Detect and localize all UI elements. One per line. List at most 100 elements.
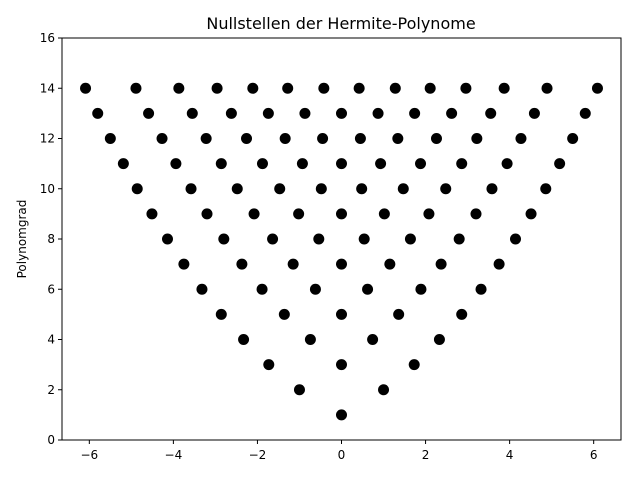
data-point [375, 158, 387, 170]
x-tick-label: −2 [249, 448, 267, 462]
data-point [501, 158, 513, 170]
data-point [336, 258, 347, 270]
data-point [143, 107, 155, 119]
data-point [186, 107, 198, 119]
data-point [262, 107, 274, 119]
y-tick-label: 16 [40, 31, 55, 45]
data-point [367, 334, 379, 345]
data-point [378, 384, 390, 396]
data-point [318, 82, 330, 94]
y-tick-label: 10 [40, 182, 55, 196]
data-point [408, 359, 420, 371]
data-point [296, 158, 308, 170]
data-point [336, 158, 347, 170]
data-point [397, 183, 409, 195]
data-point [279, 133, 291, 144]
data-point [299, 107, 311, 119]
data-point [393, 308, 405, 320]
data-point [528, 107, 540, 119]
chart-title: Nullstellen der Hermite-Polynome [206, 14, 475, 33]
data-point [248, 208, 260, 220]
data-point [579, 107, 591, 119]
y-tick-label: 2 [47, 383, 55, 397]
data-point [354, 133, 366, 144]
data-point [515, 133, 527, 144]
data-point [336, 409, 347, 421]
data-point [238, 334, 250, 345]
data-point [378, 208, 390, 220]
data-point [356, 183, 368, 195]
data-point [336, 359, 347, 371]
data-point [336, 308, 347, 320]
data-point [446, 107, 458, 119]
data-point [336, 208, 347, 220]
x-tick-label: −4 [165, 448, 183, 462]
data-point [293, 208, 305, 220]
data-point [433, 334, 445, 345]
data-point [241, 133, 253, 144]
y-tick-label: 12 [40, 132, 55, 146]
data-point [211, 82, 223, 94]
data-point [215, 308, 227, 320]
data-point [287, 258, 299, 270]
data-point [80, 82, 92, 94]
data-point [392, 133, 404, 144]
data-point [510, 233, 522, 245]
data-points [80, 82, 603, 421]
data-point [156, 133, 168, 144]
data-point [196, 283, 208, 295]
y-tick-label: 4 [47, 333, 55, 347]
data-point [440, 183, 452, 195]
data-point [304, 334, 316, 345]
data-point [92, 107, 104, 119]
data-point [247, 82, 259, 94]
data-point [384, 258, 396, 270]
data-point [554, 158, 566, 170]
y-tick-label: 0 [47, 433, 55, 447]
data-point [170, 158, 182, 170]
data-point [435, 258, 447, 270]
data-point [358, 233, 370, 245]
x-tick-label: 2 [422, 448, 430, 462]
data-point [470, 208, 482, 220]
data-point [178, 258, 190, 270]
data-point [475, 283, 487, 295]
data-point [423, 208, 435, 220]
data-point [173, 82, 185, 94]
data-point [274, 183, 286, 195]
data-point [591, 82, 603, 94]
data-point [278, 308, 290, 320]
data-point [161, 233, 173, 245]
data-point [293, 384, 305, 396]
data-point [493, 258, 505, 270]
data-point [218, 233, 230, 245]
data-point [104, 133, 116, 144]
data-point [456, 308, 468, 320]
data-point [353, 82, 365, 94]
data-point [362, 283, 374, 295]
data-point [201, 208, 213, 220]
data-point [415, 283, 427, 295]
data-point [315, 183, 327, 195]
data-point [146, 208, 158, 220]
data-point [567, 133, 579, 144]
plot-area-frame [61, 37, 622, 441]
data-point [485, 107, 497, 119]
data-point [486, 183, 498, 195]
x-tick-label: −6 [80, 448, 98, 462]
data-point [471, 133, 483, 144]
data-point [540, 183, 552, 195]
axis-ticks: −6 −4 −2 0 2 4 6 0 2 4 6 8 10 12 14 16 [40, 31, 598, 462]
data-point [541, 82, 553, 94]
data-point [430, 133, 442, 144]
data-point [267, 233, 279, 245]
x-tick-label: 0 [338, 448, 346, 462]
data-point [282, 82, 294, 94]
data-point [498, 82, 510, 94]
data-point [215, 158, 227, 170]
data-point [453, 233, 465, 245]
data-point [231, 183, 243, 195]
y-tick-label: 8 [47, 232, 55, 246]
data-point [456, 158, 468, 170]
